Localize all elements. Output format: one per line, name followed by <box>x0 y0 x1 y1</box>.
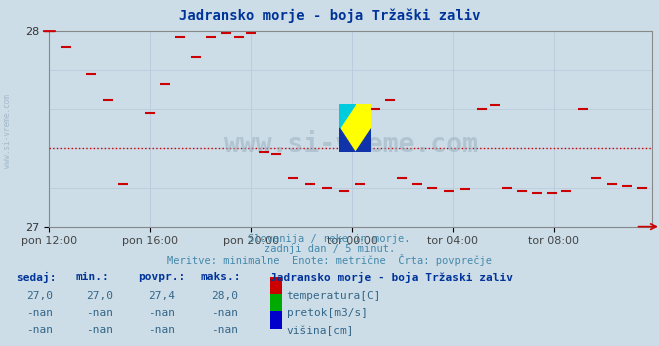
Text: min.:: min.: <box>76 272 109 282</box>
Text: -nan: -nan <box>86 308 113 318</box>
Text: temperatura[C]: temperatura[C] <box>287 291 381 301</box>
Text: Jadransko morje - boja Tržaški zaliv: Jadransko morje - boja Tržaški zaliv <box>179 9 480 23</box>
Polygon shape <box>355 128 371 152</box>
Text: -nan: -nan <box>86 325 113 335</box>
Text: -nan: -nan <box>148 325 175 335</box>
Text: Meritve: minimalne  Enote: metrične  Črta: povprečje: Meritve: minimalne Enote: metrične Črta:… <box>167 254 492 266</box>
Text: zadnji dan / 5 minut.: zadnji dan / 5 minut. <box>264 244 395 254</box>
Text: -nan: -nan <box>148 308 175 318</box>
Text: 28,0: 28,0 <box>211 291 238 301</box>
Text: sedaj:: sedaj: <box>16 272 57 283</box>
Text: maks.:: maks.: <box>201 272 241 282</box>
Text: 27,0: 27,0 <box>86 291 113 301</box>
Text: -nan: -nan <box>26 325 53 335</box>
Text: povpr.:: povpr.: <box>138 272 186 282</box>
Text: 27,0: 27,0 <box>26 291 53 301</box>
Text: Jadransko morje - boja Tržaski zaliv: Jadransko morje - boja Tržaski zaliv <box>270 272 513 283</box>
Text: Slovenija / reke in morje.: Slovenija / reke in morje. <box>248 234 411 244</box>
Text: višina[cm]: višina[cm] <box>287 325 354 336</box>
Polygon shape <box>339 104 355 128</box>
Polygon shape <box>339 128 355 152</box>
Text: -nan: -nan <box>211 325 238 335</box>
Text: -nan: -nan <box>26 308 53 318</box>
Text: 27,4: 27,4 <box>148 291 175 301</box>
Text: www.si-vreme.com: www.si-vreme.com <box>3 94 13 169</box>
Text: www.si-vreme.com: www.si-vreme.com <box>224 131 478 157</box>
Text: -nan: -nan <box>211 308 238 318</box>
Text: pretok[m3/s]: pretok[m3/s] <box>287 308 368 318</box>
